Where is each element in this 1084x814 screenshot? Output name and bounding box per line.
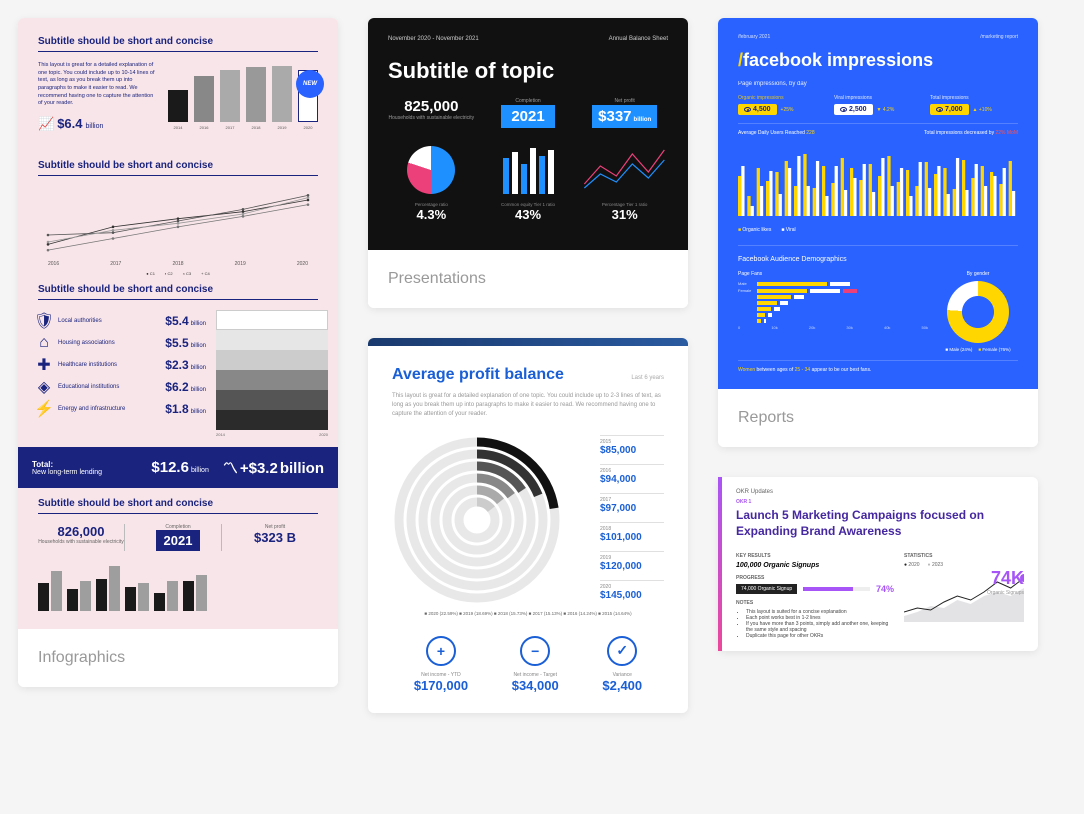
combo-chart [738, 142, 1018, 216]
header-right: Annual Balance Sheet [609, 36, 668, 42]
profit-card[interactable]: Average profit balance Last 6 years This… [368, 338, 688, 713]
line-chart: 20162017201820192020 ● C1▪ C2× C3+ C4 [38, 186, 318, 266]
okr-notes: This layout is suited for a concise expl… [736, 609, 894, 639]
new-badge: NEW [296, 70, 324, 98]
plus-icon: ✚ [38, 359, 50, 371]
year-list: 2015$85,0002016$94,0002017$97,0002018$10… [600, 435, 664, 605]
metric-icon: − [520, 636, 550, 666]
presentations-title: Subtitle of topic [388, 58, 668, 84]
bar-chart: 201420162017201820192020 NEW [168, 62, 318, 142]
pie-chart [407, 146, 455, 194]
subtitle-4: Subtitle should be short and concise [38, 498, 318, 514]
gender-donut: By gender ■ Male (24%)■ Female (76%) [938, 271, 1018, 352]
reports-title: /facebook impressions [738, 50, 1018, 71]
shield-icon: 🛡 [38, 315, 50, 327]
okr-card[interactable]: OKR Updates OKR 1 Launch 5 Marketing Cam… [718, 477, 1038, 651]
presentations-footer: Presentations [368, 250, 688, 308]
okr-meta: OKR Updates [736, 489, 1024, 495]
callout: Women between ages of 25 - 34 appear to … [738, 360, 1018, 373]
profit-desc: This layout is great for a detailed expl… [392, 392, 664, 419]
combo-legend: Organic likes Viral [738, 227, 1018, 233]
okr-sub: OKR 1 [736, 499, 1024, 505]
column-2: November 2020 - November 2021 Annual Bala… [368, 18, 688, 713]
intro-stat: 📈$6.4billion [38, 116, 158, 132]
bottom-stats: 826,000Households with sustainable elect… [38, 524, 318, 551]
reports-subhead: Page impressions, by day [738, 81, 1018, 87]
total-bar: Total:New long-term lending $12.6billion… [18, 447, 338, 488]
intro-text: This layout is great for a detailed expl… [38, 62, 158, 108]
template-grid: Subtitle should be short and concise Thi… [18, 18, 1066, 713]
eye-icon [744, 107, 751, 112]
presentation-stats: 825,000Households with sustainable elect… [388, 98, 668, 128]
ring-chart [392, 435, 586, 605]
bottom-bars [38, 561, 318, 611]
okr-title: Launch 5 Marketing Campaigns focused on … [736, 508, 1024, 539]
ring-legend: ■ 2020 (22.59%) ■ 2019 (18.69%) ■ 2018 (… [392, 611, 664, 616]
mini-bar-chart [503, 146, 554, 194]
page-fans-bars: Page Fans MaleFemale 010k20k30k40k50k [738, 271, 928, 352]
infographics-card[interactable]: Subtitle should be short and concise Thi… [18, 18, 338, 687]
column-1: Subtitle should be short and concise Thi… [18, 18, 338, 687]
reports-footer: Reports [718, 389, 1038, 447]
metric-icon: ✓ [607, 636, 637, 666]
column-3: /february 2021/marketing report /faceboo… [718, 18, 1038, 651]
eye-icon [840, 107, 847, 112]
kpi-row: Organic impressions4,500+25%Viral impres… [738, 95, 1018, 124]
home-icon: ⌂ [38, 337, 50, 349]
reports-card[interactable]: /february 2021/marketing report /faceboo… [718, 18, 1038, 447]
infographics-footer: Infographics [18, 629, 338, 687]
presentations-card[interactable]: November 2020 - November 2021 Annual Bala… [368, 18, 688, 308]
header-left: November 2020 - November 2021 [388, 36, 479, 42]
metric-icon: + [426, 636, 456, 666]
eye-icon [936, 107, 943, 112]
okr-kr: 100,000 Organic Signups [736, 562, 894, 569]
profit-sub: Last 6 years [631, 375, 664, 381]
subtitle-3: Subtitle should be short and concise [38, 284, 318, 300]
progress-row: 74,000 Organic Signup 74% [736, 584, 894, 594]
mini-line-chart [581, 146, 668, 194]
okr-chart: 74K Organic Signups [904, 572, 1024, 622]
profit-title: Average profit balance [392, 366, 564, 384]
subtitle-2: Subtitle should be short and concise [38, 160, 318, 176]
profit-icons: +Net income - YTD$170,000−Net income - T… [392, 636, 664, 693]
subtitle-1: Subtitle should be short and concise [38, 36, 318, 52]
book-icon: ◈ [38, 381, 50, 393]
bolt-icon: ⚡ [38, 403, 50, 415]
swatch-column: 20142020 [216, 310, 328, 437]
demo-title: Facebook Audience Demographics [738, 245, 1018, 263]
